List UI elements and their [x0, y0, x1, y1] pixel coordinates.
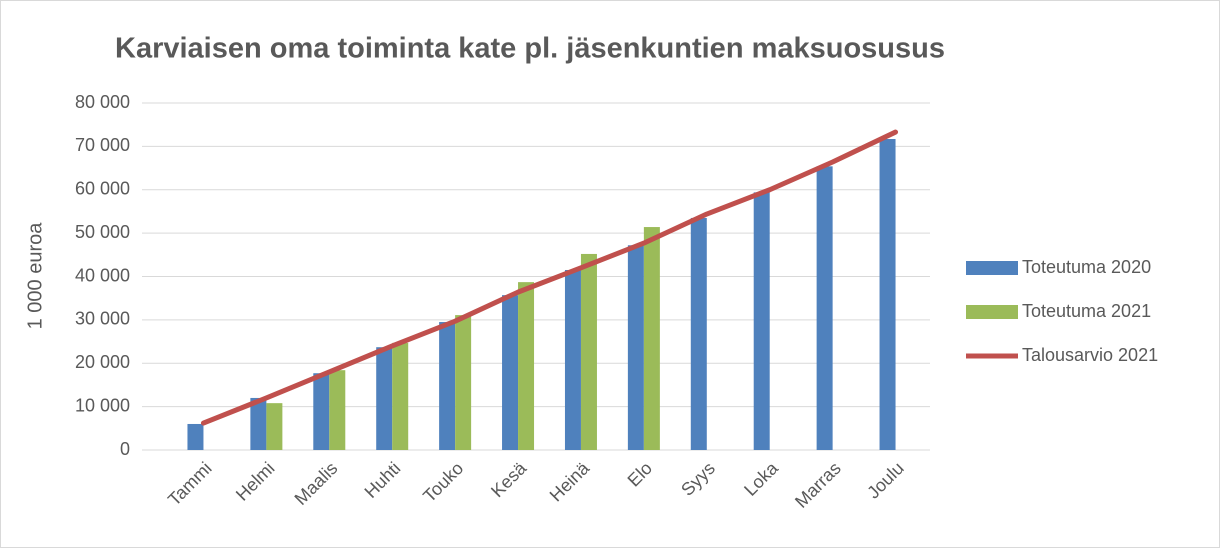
bar [439, 322, 456, 450]
bar [690, 217, 707, 450]
y-tick-label: 80 000 [75, 92, 130, 112]
bar [266, 403, 283, 450]
y-tick-label: 10 000 [75, 395, 130, 415]
legend-label: Toteutuma 2021 [1022, 301, 1151, 321]
y-tick-label: 0 [120, 439, 130, 459]
bar [313, 373, 330, 450]
y-tick-label: 20 000 [75, 352, 130, 372]
bar [580, 253, 597, 450]
legend-label: Toteutuma 2020 [1022, 257, 1151, 277]
bar [879, 139, 896, 450]
legend-swatch [966, 261, 1018, 275]
legend-label: Talousarvio 2021 [1022, 345, 1158, 365]
chart-title: Karviaisen oma toiminta kate pl. jäsenku… [115, 33, 945, 65]
bar [376, 347, 393, 450]
bar [329, 370, 346, 450]
y-tick-label: 60 000 [75, 179, 130, 199]
legend-swatch [966, 305, 1018, 319]
bar [564, 269, 581, 450]
y-tick-label: 30 000 [75, 309, 130, 329]
y-tick-label: 40 000 [75, 265, 130, 285]
bar [816, 166, 833, 450]
bar [250, 397, 267, 450]
bar [392, 342, 409, 450]
y-tick-label: 50 000 [75, 222, 130, 242]
bar [643, 227, 660, 450]
bar [187, 423, 204, 450]
bar [455, 315, 472, 450]
y-tick-label: 70 000 [75, 135, 130, 155]
line-series [200, 129, 899, 426]
y-axis-label: 1 000 euroa [24, 222, 46, 330]
bar [627, 245, 644, 450]
bar [502, 295, 519, 450]
bar [518, 282, 535, 450]
bar [753, 192, 770, 451]
